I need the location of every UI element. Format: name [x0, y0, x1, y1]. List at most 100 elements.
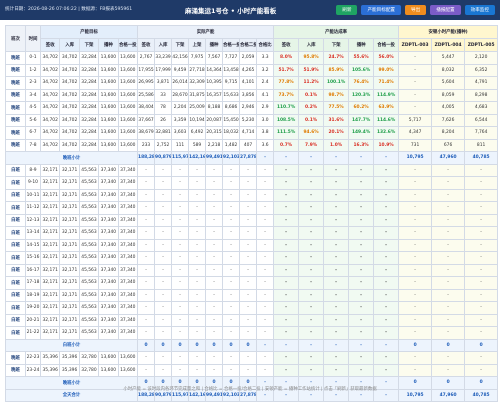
- cell: -: [222, 313, 241, 327]
- cell: -: [348, 176, 375, 190]
- shift: 白班: [5, 326, 26, 340]
- cell: 37,340: [98, 263, 119, 277]
- cell: -: [137, 201, 156, 215]
- cell: 32,284: [78, 126, 100, 140]
- cell: 32,284: [78, 51, 100, 65]
- cell: -: [205, 276, 224, 290]
- cell: 2,767: [137, 51, 156, 65]
- shift: 晚班: [5, 76, 26, 90]
- cell: -: [273, 263, 300, 277]
- cell: 13,600: [98, 363, 119, 377]
- cell: 38,404: [137, 101, 156, 115]
- cell: 37,340: [117, 213, 139, 227]
- toolbar: 刷新 产能目标配置 导出 播报配置 效率监控: [336, 5, 495, 15]
- cell: -: [323, 163, 350, 177]
- cell: 33: [154, 88, 173, 102]
- subtotal-cell: 0: [188, 376, 207, 390]
- data-row: 白班 8-9 32,171 32,171 45,563 37,340 37,340- - - - -…: [5, 163, 499, 177]
- column-header: 入库: [154, 38, 173, 52]
- subtotal-cell: 0: [464, 376, 499, 390]
- subtotal-cell: -: [273, 388, 300, 402]
- cell: 5,447: [431, 51, 466, 65]
- cell: 60.2%: [348, 101, 375, 115]
- column-header: 合格一投: [117, 38, 139, 52]
- cell: -: [398, 276, 433, 290]
- cell: 13,600: [98, 51, 119, 65]
- cell: -: [273, 201, 300, 215]
- cell: 26: [154, 113, 173, 127]
- time-slot: 7-8: [25, 138, 41, 152]
- date-info: 统计日期：2026-08-26 07:06:22 | 数据源：FB报表59596…: [5, 7, 133, 12]
- cell: -: [154, 326, 173, 340]
- cell: 17,999: [154, 63, 173, 77]
- data-row: 白班 13-14 32,171 32,171 45,563 37,340 37,340- - -…: [5, 226, 499, 240]
- cell: -: [398, 288, 433, 302]
- button[interactable]: 播报配置: [430, 5, 461, 15]
- cell: 32,171: [59, 313, 80, 327]
- cell: -: [239, 251, 258, 265]
- cell: 16,357: [205, 88, 224, 102]
- data-row: 白班 15-16 32,171 32,171 45,563 37,340 37,340- - -…: [5, 251, 499, 265]
- subtotal-row: 全天合计188,28690,879115,976142,16299,49192,…: [4, 388, 499, 402]
- cell: -: [348, 238, 375, 252]
- cell: -: [464, 188, 499, 202]
- cell: 111.5%: [273, 126, 300, 140]
- cell: -: [188, 176, 207, 190]
- cell: 32,171: [59, 188, 80, 202]
- button[interactable]: 效率监控: [464, 5, 495, 15]
- cell: -: [431, 188, 466, 202]
- cell: -: [137, 263, 156, 277]
- cell: 71.4%: [373, 76, 400, 90]
- subtotal-cell: -: [348, 376, 375, 390]
- cell: 13,600: [117, 126, 139, 140]
- shift: 晚班: [5, 126, 26, 140]
- cell: 2,752: [154, 138, 173, 152]
- cell: 37,340: [117, 251, 139, 265]
- column-header: 入库: [59, 38, 80, 52]
- cell: -: [273, 188, 300, 202]
- cell: 45,563: [78, 276, 100, 290]
- cell: 32,309: [188, 76, 207, 90]
- group-header: 时间: [25, 25, 41, 52]
- column-header: 入库: [298, 38, 325, 52]
- button[interactable]: 产能目标配置: [361, 5, 402, 15]
- cell: -: [239, 326, 258, 340]
- cell: 3,603: [171, 126, 190, 140]
- cell: 32,284: [78, 88, 100, 102]
- time-slot: 8-9: [25, 163, 41, 177]
- cell: -: [398, 188, 433, 202]
- subtotal-cell: 0: [188, 338, 207, 352]
- subtotal-cell: -: [256, 388, 275, 402]
- cell: -: [188, 188, 207, 202]
- cell: -: [464, 263, 499, 277]
- cell: -: [222, 213, 241, 227]
- subtotal-cell: 0: [431, 376, 466, 390]
- cell: -: [239, 213, 258, 227]
- cell: 32,171: [59, 238, 80, 252]
- subtotal-cell: 142,162: [188, 388, 207, 402]
- cell: 32,171: [59, 251, 80, 265]
- cell: 45,563: [78, 226, 100, 240]
- cell: 10,395: [205, 76, 224, 90]
- time-slot: 21-22: [25, 326, 41, 340]
- cell: -: [256, 188, 275, 202]
- cell: -: [273, 363, 300, 377]
- button[interactable]: 刷新: [336, 5, 358, 15]
- cell: -: [239, 363, 258, 377]
- subtotal-cell: 0: [137, 376, 156, 390]
- data-row: 白班 10-11 32,171 32,171 45,563 37,340 37,340- - -…: [5, 188, 499, 202]
- cell: -: [373, 351, 400, 365]
- button[interactable]: 导出: [405, 5, 427, 15]
- cell: 31.6%: [323, 113, 350, 127]
- cell: -: [137, 351, 156, 365]
- time-slot: 12-13: [25, 213, 41, 227]
- cell: 4.1: [256, 88, 275, 102]
- cell: -: [464, 363, 499, 377]
- cell: 37,340: [117, 263, 139, 277]
- cell: 2,946: [239, 101, 258, 115]
- cell: -: [188, 238, 207, 252]
- cell: -: [154, 226, 173, 240]
- cell: 34,702: [59, 126, 80, 140]
- cell: -: [171, 326, 190, 340]
- cell: -: [154, 201, 173, 215]
